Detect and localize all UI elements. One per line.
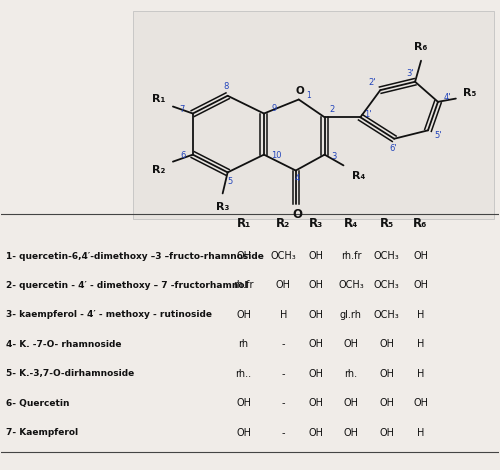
Text: OH: OH (308, 398, 324, 408)
Text: OH: OH (379, 369, 394, 379)
Text: OH: OH (413, 398, 428, 408)
Text: 2- quercetin - 4′ - dimethoxy – 7 -fructorhamnol: 2- quercetin - 4′ - dimethoxy – 7 -fruct… (6, 281, 248, 290)
Text: OH: OH (236, 428, 251, 438)
Text: R₂: R₂ (276, 217, 290, 230)
Text: OH: OH (413, 251, 428, 261)
Text: H: H (417, 369, 424, 379)
Text: OH: OH (276, 281, 291, 290)
Text: O: O (296, 86, 304, 96)
Text: R₁: R₁ (236, 217, 250, 230)
Text: gl.rh: gl.rh (340, 310, 362, 320)
Text: R₃: R₃ (216, 203, 230, 212)
Text: rh.fr: rh.fr (234, 281, 254, 290)
Text: 8: 8 (224, 82, 229, 91)
Text: 5': 5' (434, 131, 442, 140)
Text: 3- kaempferol - 4′ - methoxy - rutinoside: 3- kaempferol - 4′ - methoxy - rutinosid… (6, 310, 212, 320)
Text: 10: 10 (270, 151, 281, 160)
Text: H: H (417, 310, 424, 320)
Text: H: H (417, 339, 424, 349)
Text: 1: 1 (306, 91, 311, 100)
Text: -: - (282, 398, 285, 408)
Text: 3: 3 (331, 152, 336, 161)
Text: OH: OH (379, 428, 394, 438)
Text: 2': 2' (368, 78, 376, 87)
Text: OCH₃: OCH₃ (374, 281, 400, 290)
Text: OH: OH (379, 339, 394, 349)
Text: 6': 6' (390, 144, 397, 153)
Text: H: H (280, 310, 287, 320)
Text: 4: 4 (295, 174, 300, 183)
Text: R₆: R₆ (414, 217, 428, 230)
Text: R₄: R₄ (344, 217, 358, 230)
Text: OH: OH (344, 428, 358, 438)
Text: 7- Kaempferol: 7- Kaempferol (6, 428, 78, 437)
Text: OH: OH (308, 281, 324, 290)
Text: 7: 7 (179, 105, 184, 114)
Text: OCH₃: OCH₃ (374, 310, 400, 320)
Text: rh.fr: rh.fr (340, 251, 361, 261)
Text: OCH₃: OCH₃ (270, 251, 296, 261)
Text: -: - (282, 369, 285, 379)
Text: OH: OH (236, 251, 251, 261)
Text: O: O (292, 208, 302, 221)
Text: rh.: rh. (344, 369, 358, 379)
Text: R₃: R₃ (309, 217, 324, 230)
Text: OCH₃: OCH₃ (338, 281, 364, 290)
Text: OH: OH (344, 398, 358, 408)
Text: OH: OH (308, 428, 324, 438)
Text: 4': 4' (443, 93, 450, 102)
Text: OH: OH (308, 369, 324, 379)
Text: 1- quercetin-6,4′-dimethoxy –3 –fructo-rhamnoside: 1- quercetin-6,4′-dimethoxy –3 –fructo-r… (6, 251, 264, 260)
FancyBboxPatch shape (133, 11, 494, 219)
Text: OH: OH (413, 281, 428, 290)
Text: OH: OH (379, 398, 394, 408)
Text: 5: 5 (228, 177, 232, 186)
Text: -: - (282, 339, 285, 349)
Text: 1': 1' (364, 110, 371, 119)
Text: 3': 3' (406, 69, 414, 78)
Text: 9: 9 (271, 104, 276, 113)
Text: 2: 2 (329, 105, 334, 114)
Text: OCH₃: OCH₃ (374, 251, 400, 261)
Text: rh..: rh.. (236, 369, 252, 379)
Text: -: - (282, 428, 285, 438)
Text: 6- Quercetin: 6- Quercetin (6, 399, 70, 407)
Text: R₅: R₅ (463, 88, 476, 98)
Text: OH: OH (308, 251, 324, 261)
Text: rh: rh (238, 339, 248, 349)
Text: 5- K.-3,7-O-dirhamnoside: 5- K.-3,7-O-dirhamnoside (6, 369, 134, 378)
Text: R₁: R₁ (152, 94, 166, 103)
Text: R₂: R₂ (152, 164, 166, 174)
Text: OH: OH (308, 339, 324, 349)
Text: H: H (417, 428, 424, 438)
Text: R₅: R₅ (380, 217, 394, 230)
Text: OH: OH (236, 398, 251, 408)
Text: OH: OH (344, 339, 358, 349)
Text: OH: OH (308, 310, 324, 320)
Text: OH: OH (236, 310, 251, 320)
Text: 6: 6 (180, 151, 186, 160)
Text: 4- K. -7-O- rhamnoside: 4- K. -7-O- rhamnoside (6, 340, 122, 349)
Text: R₆: R₆ (414, 42, 428, 52)
Text: R₄: R₄ (352, 171, 365, 180)
